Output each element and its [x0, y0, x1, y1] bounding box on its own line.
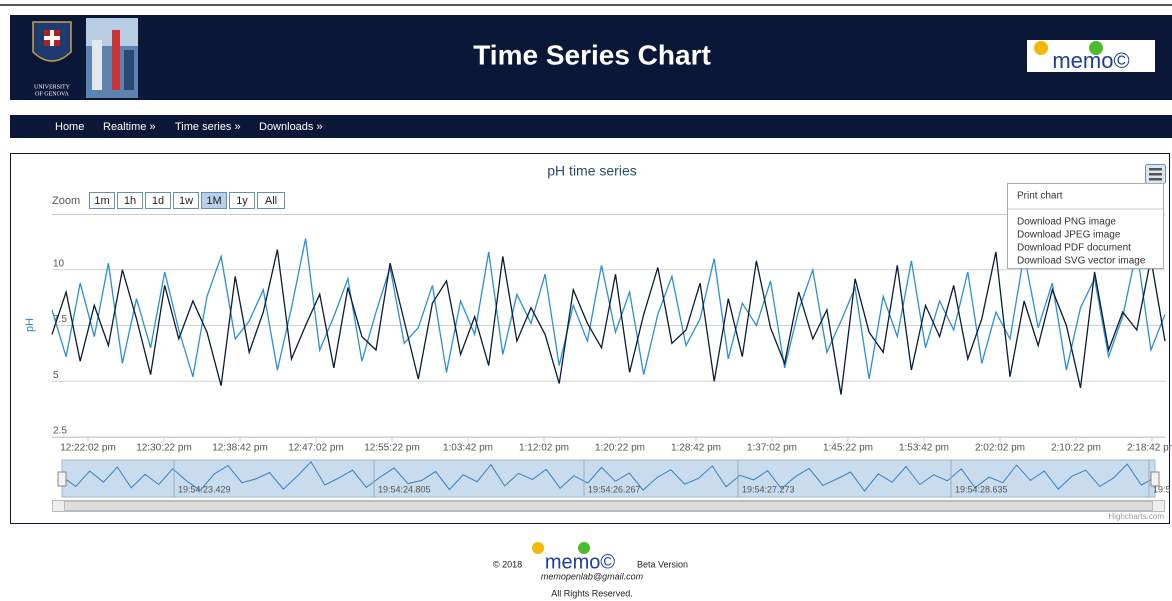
logo-text: memo©	[545, 551, 616, 573]
rights: All Rights Reserved.	[551, 588, 633, 598]
x-tick-label: 1:45:22 pm	[823, 443, 873, 454]
navigator-label: 19:54:28.635	[955, 484, 1008, 494]
series-line	[51, 238, 1166, 380]
logo-text: memo©	[1052, 48, 1129, 73]
navigator-label: 19:5	[1153, 484, 1171, 494]
menu-item[interactable]: Download PDF document	[1017, 243, 1131, 254]
x-tick-label: 1:03:42 pm	[443, 443, 493, 454]
nav-item[interactable]: Time series »	[175, 121, 241, 133]
zoom-button-label[interactable]: 1d	[152, 195, 164, 207]
y-tick-label: 10	[53, 258, 65, 269]
email[interactable]: memopenlab@gmail.com	[541, 571, 644, 581]
zoom-label: Zoom	[52, 195, 80, 207]
menu-item[interactable]: Download PNG image	[1017, 217, 1116, 228]
nav: Home Realtime » Time series » Downloads »	[55, 121, 323, 133]
x-tick-label: 12:38:42 pm	[212, 443, 268, 454]
zoom-button[interactable]	[229, 192, 255, 209]
zoom-button-label[interactable]: 1w	[179, 195, 193, 207]
zoom-button-label[interactable]: 1m	[94, 195, 109, 207]
x-tick-label: 1:53:42 pm	[899, 443, 949, 454]
university-logo: UNIVERSITY OF GENOVA	[32, 21, 72, 97]
zoom-button[interactable]	[257, 192, 285, 209]
chart: pH time series Zoom 1m 1h 1d 1w 1M 1y All 2.5 5 7.5…	[24, 163, 1172, 521]
nav-item[interactable]: Home	[55, 121, 84, 133]
university-line: UNIVERSITY	[34, 84, 71, 90]
menu-item[interactable]: Print chart	[1017, 191, 1063, 202]
y-axis-label: pH	[24, 318, 36, 332]
credits[interactable]: Highcharts.com	[1108, 512, 1164, 521]
zoom-button[interactable]	[201, 192, 227, 209]
navigator-label: 19:54:23.429	[178, 484, 231, 494]
y-tick-label: 5	[53, 370, 59, 381]
zoom-button-label[interactable]: 1y	[236, 195, 248, 207]
university-line: OF GENOVA	[35, 91, 69, 97]
menu-icon-bar	[1149, 178, 1162, 181]
x-tick-label: 12:55:22 pm	[364, 443, 420, 454]
menu-panel	[1007, 183, 1164, 269]
zoom-button[interactable]	[173, 192, 199, 209]
menu-icon-bar	[1149, 173, 1162, 176]
zoom-button-label[interactable]: All	[265, 195, 277, 207]
y-tick-label: 2.5	[53, 426, 67, 437]
menu-icon-bar	[1149, 168, 1162, 171]
nav-item[interactable]: Realtime »	[103, 121, 156, 133]
x-tick-label: 2:18:42 pm	[1127, 443, 1172, 454]
navigator-label: 19:54:26.267	[588, 484, 641, 494]
chart-title: pH time series	[547, 163, 636, 179]
zoom-button-label[interactable]: 1h	[124, 195, 136, 207]
y-tick-label: 7.5	[53, 314, 67, 325]
navigator-label: 19:54:24.805	[378, 484, 431, 494]
nav-bar	[10, 115, 1172, 138]
x-tick-label: 2:02:02 pm	[975, 443, 1025, 454]
version: Beta Version	[637, 559, 688, 569]
nav-item[interactable]: Downloads »	[259, 121, 323, 133]
navigator-label: 19:54:27.273	[742, 484, 795, 494]
x-tick-label: 12:30:22 pm	[136, 443, 192, 454]
footer: © 2018 memo© Beta Version memopenlab@gma…	[493, 542, 688, 598]
photo-logo	[86, 18, 138, 98]
x-tick-label: 12:22:02 pm	[60, 443, 116, 454]
x-tick-label: 2:10:22 pm	[1051, 443, 1101, 454]
navigator-handle[interactable]	[1150, 471, 1160, 487]
x-tick-label: 1:37:02 pm	[747, 443, 797, 454]
series-line	[51, 249, 1166, 395]
scrollbar-thumb[interactable]	[64, 501, 1153, 511]
zoom-button[interactable]	[145, 192, 171, 209]
x-tick-label: 12:47:02 pm	[288, 443, 344, 454]
x-tick-label: 1:20:22 pm	[595, 443, 645, 454]
navigator-handle[interactable]	[57, 471, 67, 487]
header-bar	[10, 15, 1172, 100]
zoom-button-label[interactable]: 1M	[206, 195, 221, 207]
page-title: Time Series Chart	[473, 39, 711, 70]
menu-item[interactable]: Download JPEG image	[1017, 230, 1121, 241]
zoom-button[interactable]	[117, 192, 143, 209]
copyright: © 2018	[493, 559, 522, 569]
navigator-line	[61, 461, 1156, 492]
x-tick-label: 1:28:42 pm	[671, 443, 721, 454]
x-tick-label: 1:12:02 pm	[519, 443, 569, 454]
zoom-button[interactable]	[89, 192, 115, 209]
menu-item[interactable]: Download SVG vector image	[1017, 256, 1146, 267]
memo-logo: memo©	[1027, 40, 1155, 73]
